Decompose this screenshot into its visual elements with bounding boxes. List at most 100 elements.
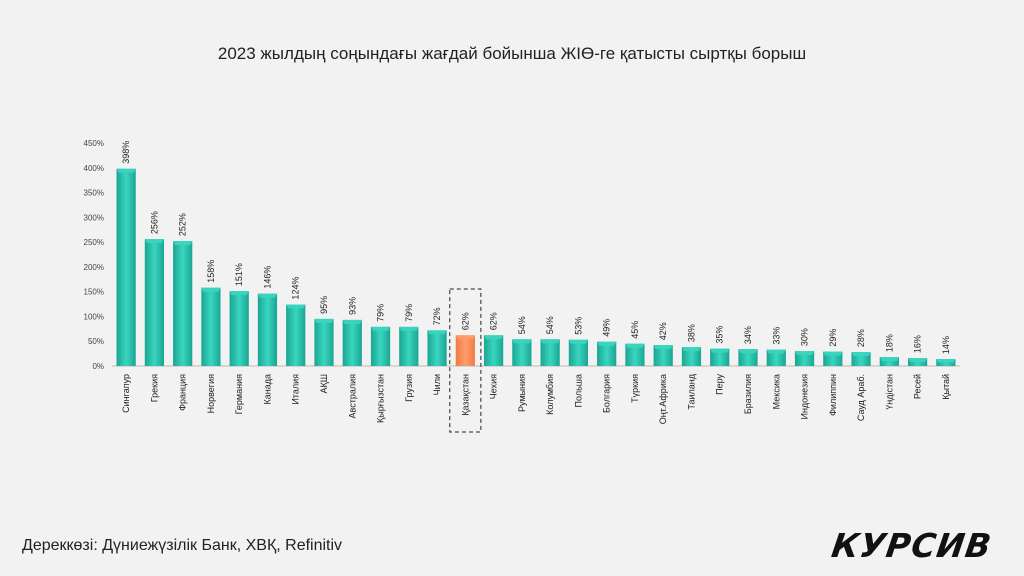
bar-top: [230, 291, 249, 295]
bar-highlight: [456, 335, 475, 366]
bar: [484, 335, 503, 366]
value-label: 16%: [913, 335, 923, 353]
value-label: 35%: [715, 326, 725, 344]
value-label: 151%: [234, 263, 244, 286]
value-label: 38%: [686, 324, 696, 342]
value-label: 34%: [743, 326, 753, 344]
bar-top: [823, 352, 842, 356]
value-label: 54%: [517, 316, 527, 334]
bar-top: [512, 339, 531, 343]
category-label: Франция: [178, 374, 188, 411]
value-label: 93%: [347, 297, 357, 315]
bar-top: [541, 339, 560, 343]
category-label: Қытай: [941, 374, 951, 400]
bar: [427, 330, 446, 366]
y-tick-label: 50%: [88, 337, 104, 346]
value-label: 256%: [149, 211, 159, 234]
y-tick-label: 200%: [84, 263, 104, 272]
category-label: Чехия: [489, 374, 499, 399]
bar-top: [767, 350, 786, 354]
category-label: Сауд Араб.: [856, 374, 866, 421]
bar-top: [173, 241, 192, 245]
bar-chart: 0% 50% 100% 150% 200% 250% 300% 350% 400% 450% 398…: [0, 0, 1024, 520]
category-label: Сингапур: [121, 374, 131, 413]
category-label: Филиппин: [828, 374, 838, 416]
value-label: 45%: [630, 321, 640, 339]
bar: [230, 291, 249, 366]
bar-top: [597, 342, 616, 346]
category-label: Канада: [262, 374, 272, 404]
value-label: 398%: [121, 141, 131, 164]
category-label: Таиланд: [686, 373, 696, 409]
bar-top: [145, 239, 164, 243]
value-label: 49%: [602, 319, 612, 337]
value-label: 18%: [884, 334, 894, 352]
value-label: 30%: [800, 328, 810, 346]
value-label: 79%: [404, 304, 414, 322]
bar-top: [625, 344, 644, 348]
y-tick-label: 300%: [84, 213, 104, 222]
value-label: 79%: [376, 304, 386, 322]
bar-top: [343, 320, 362, 324]
kursiv-logo: КУРСИВ: [829, 526, 994, 565]
bar-top: [117, 169, 136, 173]
category-label: Италия: [291, 374, 301, 405]
category-label: Мексика: [771, 374, 781, 409]
bar-top: [908, 358, 927, 362]
bar-top: [371, 327, 390, 331]
value-label: 252%: [178, 213, 188, 236]
y-tick-label: 250%: [84, 238, 104, 247]
category-label: Үндістан: [884, 374, 894, 410]
category-label: Түркия: [630, 374, 640, 403]
bar-top: [201, 288, 220, 292]
bar-top: [427, 330, 446, 334]
bar: [371, 327, 390, 366]
bar-top: [710, 349, 729, 353]
y-tick-label: 100%: [84, 312, 104, 321]
value-label: 72%: [432, 307, 442, 325]
value-label: 62%: [460, 312, 470, 330]
bar-top: [682, 347, 701, 351]
bar-top: [851, 352, 870, 356]
bar: [201, 288, 220, 366]
category-label: Колумбия: [545, 374, 555, 415]
bar: [314, 319, 333, 366]
bar: [541, 339, 560, 366]
category-label: Германия: [234, 374, 244, 414]
bar: [258, 294, 277, 366]
value-label: 124%: [291, 277, 301, 300]
bar-top: [569, 340, 588, 344]
bar-top: [880, 357, 899, 361]
category-label: Бразилия: [743, 374, 753, 414]
y-tick-label: 450%: [84, 139, 104, 148]
category-label: Австралия: [347, 374, 357, 419]
bar-top: [314, 319, 333, 323]
y-tick-label: 350%: [84, 189, 104, 198]
bar: [343, 320, 362, 366]
value-label: 146%: [262, 266, 272, 289]
bar-top: [286, 305, 305, 309]
bar: [117, 169, 136, 366]
value-label: 53%: [573, 317, 583, 335]
bar: [286, 305, 305, 366]
bar: [145, 239, 164, 366]
category-label: Грекия: [149, 374, 159, 402]
category-label: Грузия: [404, 374, 414, 402]
y-tick-label: 400%: [84, 164, 104, 173]
value-label: 158%: [206, 260, 216, 283]
value-label: 54%: [545, 316, 555, 334]
value-label: 33%: [771, 327, 781, 345]
bar: [399, 327, 418, 366]
category-label: Норвегия: [206, 374, 216, 414]
value-label: 62%: [489, 312, 499, 330]
bar-top: [654, 345, 673, 349]
category-label: Польша: [573, 374, 583, 407]
category-label: Индонезия: [800, 374, 810, 420]
value-label: 28%: [856, 329, 866, 347]
category-label: Қырғызстан: [376, 374, 386, 423]
value-label: 42%: [658, 322, 668, 340]
category-label: Оңт.Африка: [658, 374, 668, 424]
category-label: Чили: [432, 374, 442, 395]
bar-top: [258, 294, 277, 298]
bar: [173, 241, 192, 366]
